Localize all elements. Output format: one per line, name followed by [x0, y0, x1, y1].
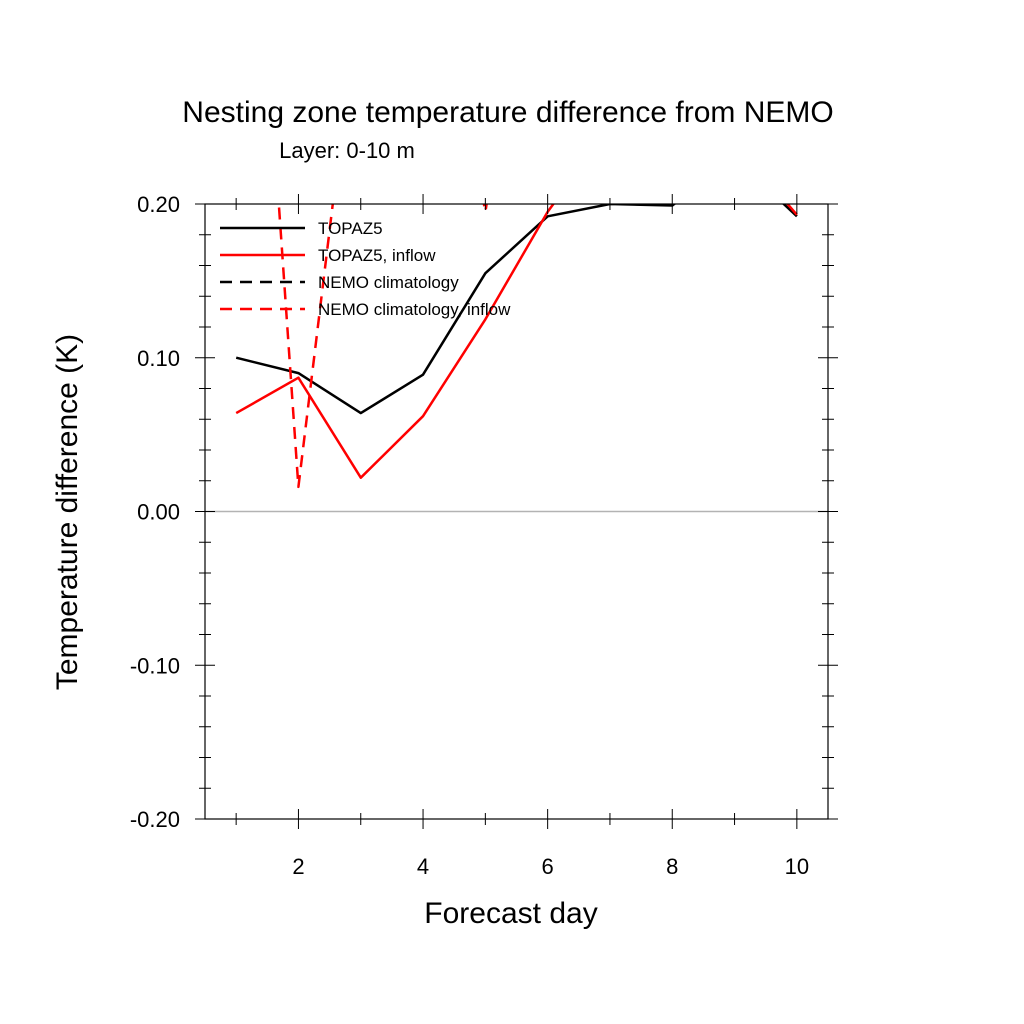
x-tick-label: 4 [417, 854, 429, 879]
x-tick-label: 10 [785, 854, 809, 879]
y-tick-labels: -0.20 -0.10 0.00 0.10 0.20 [130, 192, 180, 832]
series-layer [235, 0, 798, 489]
y-tick-label: 0.00 [137, 500, 180, 525]
tick-layer [195, 194, 838, 829]
x-tick-label: 6 [542, 854, 554, 879]
x-tick-label: 8 [666, 854, 678, 879]
y-tick-label: 0.20 [137, 192, 180, 217]
x-tick-labels: 2 4 6 8 10 [292, 854, 809, 879]
x-tick-label: 2 [292, 854, 304, 879]
legend: TOPAZ5 TOPAZ5, inflow NEMO climatology NEMO… [220, 219, 511, 319]
series-line-1 [235, 204, 798, 415]
y-axis-label: Temperature difference (K) [51, 334, 84, 690]
y-tick-label: -0.20 [130, 807, 180, 832]
legend-label: NEMO climatology, inflow [318, 300, 511, 319]
legend-label: TOPAZ5 [318, 219, 383, 238]
chart-subtitle: Layer: 0-10 m [279, 138, 415, 163]
legend-label: NEMO climatology [318, 273, 459, 292]
y-tick-label: -0.10 [130, 653, 180, 678]
x-axis-label: Forecast day [424, 897, 597, 930]
legend-label: TOPAZ5, inflow [318, 246, 436, 265]
chart-title: Nesting zone temperature difference from… [182, 96, 833, 129]
series-line-2 [235, 204, 798, 479]
series-line-3 [236, 0, 797, 50]
y-tick-label: 0.10 [137, 346, 180, 371]
